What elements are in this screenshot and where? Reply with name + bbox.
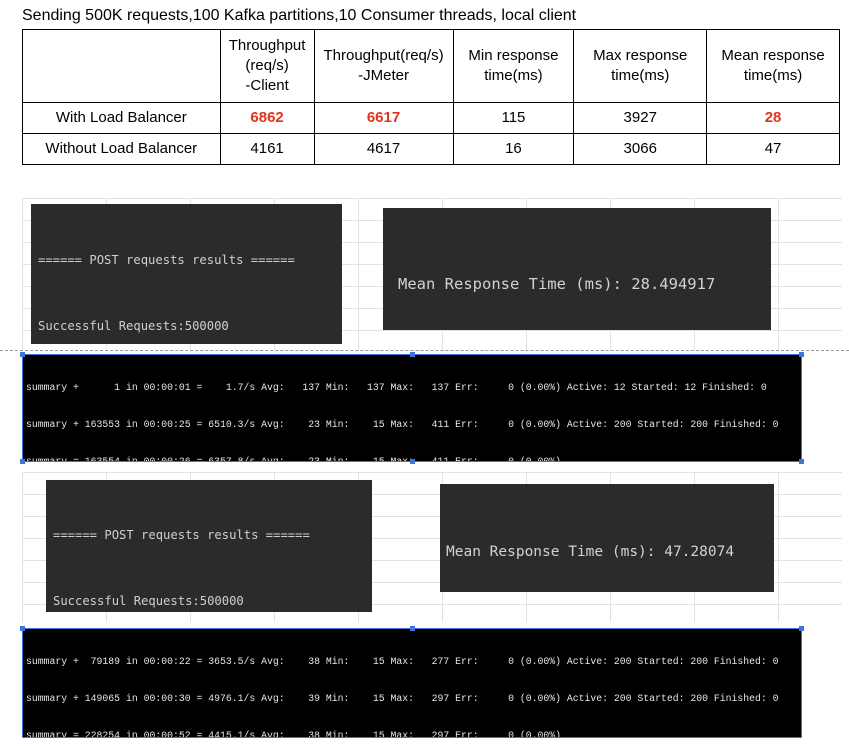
- selection-handle[interactable]: [20, 459, 25, 464]
- log-line: summary = 163554 in 00:00:26 = 6357.8/s …: [26, 456, 561, 462]
- cell-throughput-client: 6862: [219, 102, 315, 134]
- table-row-with-lb: With Load Balancer 6862 6617 115 3927 28: [22, 102, 840, 134]
- cell-throughput-client: 4161: [219, 133, 315, 165]
- page-divider: [0, 350, 849, 351]
- results-line: Successful Requests:500000: [38, 318, 229, 333]
- header-mean-response: Mean response time(ms): [706, 29, 840, 103]
- header-cell-empty: [22, 29, 221, 103]
- cell-max-response: 3927: [573, 102, 708, 134]
- header-min-response: Min response time(ms): [452, 29, 575, 103]
- log-line: summary + 149065 in 00:00:30 = 4976.1/s …: [26, 693, 779, 705]
- lb-results-terminal: ====== POST requests results ====== Succ…: [31, 204, 342, 344]
- cell-min-response: 115: [452, 102, 575, 134]
- stats-line: Mean Response Time (ms): 28.494917: [398, 275, 716, 293]
- lb-stats-terminal: Mean Response Time (ms): 28.494917 Throu…: [383, 208, 771, 330]
- header-max-response: Max response time(ms): [573, 29, 708, 103]
- table-header-row: Throughput (req/s) -Client Throughput(req/…: [22, 29, 840, 103]
- nolb-results-terminal: ====== POST requests results ====== Succ…: [46, 480, 372, 612]
- lb-jmeter-log[interactable]: summary + 1 in 00:00:01 = 1.7/s Avg: 137…: [22, 354, 802, 462]
- nolb-jmeter-log[interactable]: summary + 79189 in 00:00:22 = 3653.5/s A…: [22, 628, 802, 738]
- results-line: Successful Requests:500000: [53, 594, 244, 608]
- table-row-without-lb: Without Load Balancer 4161 4617 16 3066 …: [22, 133, 840, 165]
- row-label: Without Load Balancer: [22, 133, 221, 165]
- selection-handle[interactable]: [410, 459, 415, 464]
- cell-min-response: 16: [452, 133, 575, 165]
- cell-mean-response: 47: [706, 133, 840, 165]
- nolb-stats-terminal: Mean Response Time (ms): 47.28074 Throug…: [440, 484, 774, 592]
- cell-max-response: 3066: [573, 133, 708, 165]
- row-label: With Load Balancer: [22, 102, 221, 134]
- cell-mean-response: 28: [706, 102, 840, 134]
- selection-handle[interactable]: [410, 352, 415, 357]
- log-line: summary + 1 in 00:00:01 = 1.7/s Avg: 137…: [26, 381, 767, 393]
- header-throughput-client: Throughput (req/s) -Client: [219, 29, 315, 103]
- selection-handle[interactable]: [799, 459, 804, 464]
- log-line: summary = 228254 in 00:00:52 = 4415.1/s …: [26, 730, 561, 738]
- page-title: Sending 500K requests,100 Kafka partitio…: [22, 7, 577, 24]
- cell-throughput-jmeter: 6617: [313, 102, 454, 134]
- results-header: ====== POST requests results ======: [53, 528, 310, 542]
- cell-throughput-jmeter: 4617: [313, 133, 454, 165]
- log-line: summary + 79189 in 00:00:22 = 3653.5/s A…: [26, 655, 779, 667]
- log-line: summary + 163553 in 00:00:25 = 6510.3/s …: [26, 419, 779, 431]
- stats-line: Mean Response Time (ms): 47.28074: [446, 544, 735, 560]
- header-throughput-jmeter: Throughput(req/s) -JMeter: [313, 29, 454, 103]
- selection-handle[interactable]: [20, 352, 25, 357]
- selection-handle[interactable]: [799, 626, 804, 631]
- comparison-table: Throughput (req/s) -Client Throughput(req/…: [22, 29, 840, 165]
- selection-handle[interactable]: [410, 626, 415, 631]
- results-header: ====== POST requests results ======: [38, 253, 295, 268]
- selection-handle[interactable]: [20, 626, 25, 631]
- selection-handle[interactable]: [799, 352, 804, 357]
